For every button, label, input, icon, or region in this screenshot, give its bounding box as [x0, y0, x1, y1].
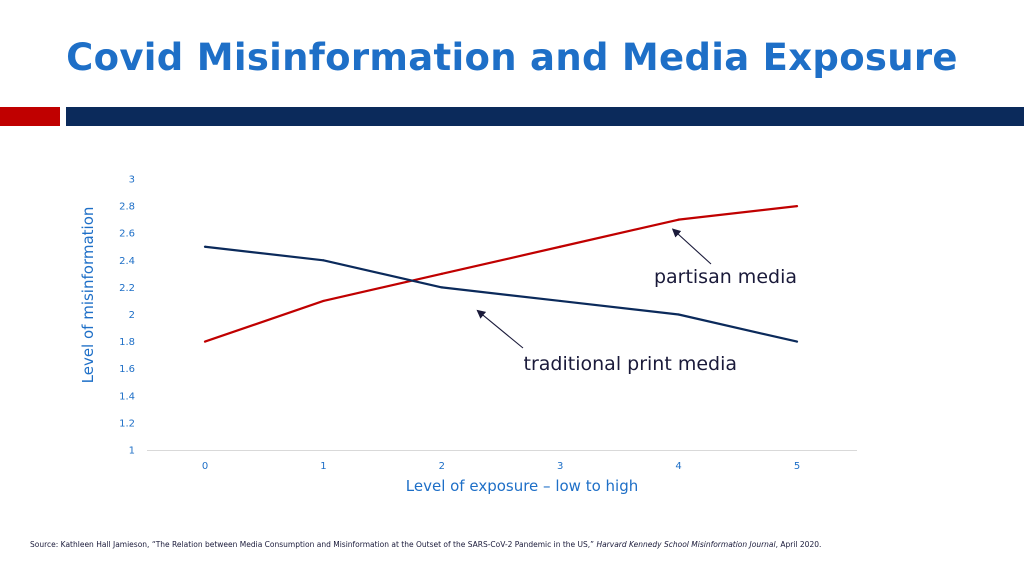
data-point: [440, 272, 443, 275]
source-journal: Harvard Kennedy School Misinformation Jo…: [596, 540, 776, 549]
x-tick-label: 0: [202, 461, 208, 472]
annotation-partisan-media: partisan media: [654, 266, 797, 288]
annotation-traditional-print-media: traditional print media: [524, 353, 737, 375]
y-tick-label: 1.8: [119, 337, 135, 348]
y-tick-label: 1.4: [119, 391, 135, 402]
y-tick-label: 2.8: [119, 202, 135, 213]
data-point: [795, 205, 799, 208]
source-date: , April 2020.: [775, 540, 822, 549]
annotation-arrows: [476, 228, 712, 349]
series-lines: [203, 205, 799, 343]
y-tick-label: 2.2: [119, 283, 135, 294]
y-tick-label: 2.6: [119, 229, 135, 240]
source-text: Source: Kathleen Hall Jamieson, “The Rel…: [30, 540, 597, 549]
y-axis-ticks: 1 1.2 1.4 1.6 1.8 2 2.2 2.4 2.6 2.8 3: [119, 175, 135, 457]
x-axis-ticks: 0 1 2 3 4 5: [202, 461, 800, 472]
y-tick-label: 3: [129, 175, 135, 186]
annotation-arrow: [476, 309, 524, 349]
series-line-1: [204, 245, 798, 343]
x-tick-label: 3: [557, 461, 563, 472]
data-point: [559, 299, 562, 303]
series-line-0: [204, 205, 798, 343]
data-point: [322, 259, 325, 262]
slide-title: Covid Misinformation and Media Exposure: [66, 36, 958, 79]
annotation-arrow: [671, 228, 712, 265]
source-citation: Source: Kathleen Hall Jamieson, “The Rel…: [30, 540, 1010, 549]
y-axis-title: Level of misinformation: [79, 207, 97, 384]
data-point: [203, 245, 207, 248]
x-tick-label: 5: [794, 461, 800, 472]
y-tick-label: 1.2: [119, 418, 135, 429]
accent-bar-red: [0, 107, 60, 126]
x-axis-title: Level of exposure – low to high: [406, 477, 638, 495]
data-point: [203, 340, 207, 343]
y-tick-label: 1: [129, 446, 135, 457]
data-point: [440, 286, 443, 289]
y-tick-label: 1.6: [119, 364, 135, 375]
x-tick-label: 4: [675, 461, 681, 472]
y-tick-label: 2: [129, 310, 135, 321]
data-point: [559, 245, 562, 248]
x-tick-label: 1: [320, 461, 326, 472]
x-tick-label: 2: [439, 461, 445, 472]
accent-bar-navy: [66, 107, 1024, 126]
data-point: [677, 218, 680, 221]
data-point: [677, 313, 680, 316]
y-tick-label: 2.4: [119, 256, 135, 267]
data-point: [795, 340, 799, 343]
data-point: [322, 299, 325, 303]
